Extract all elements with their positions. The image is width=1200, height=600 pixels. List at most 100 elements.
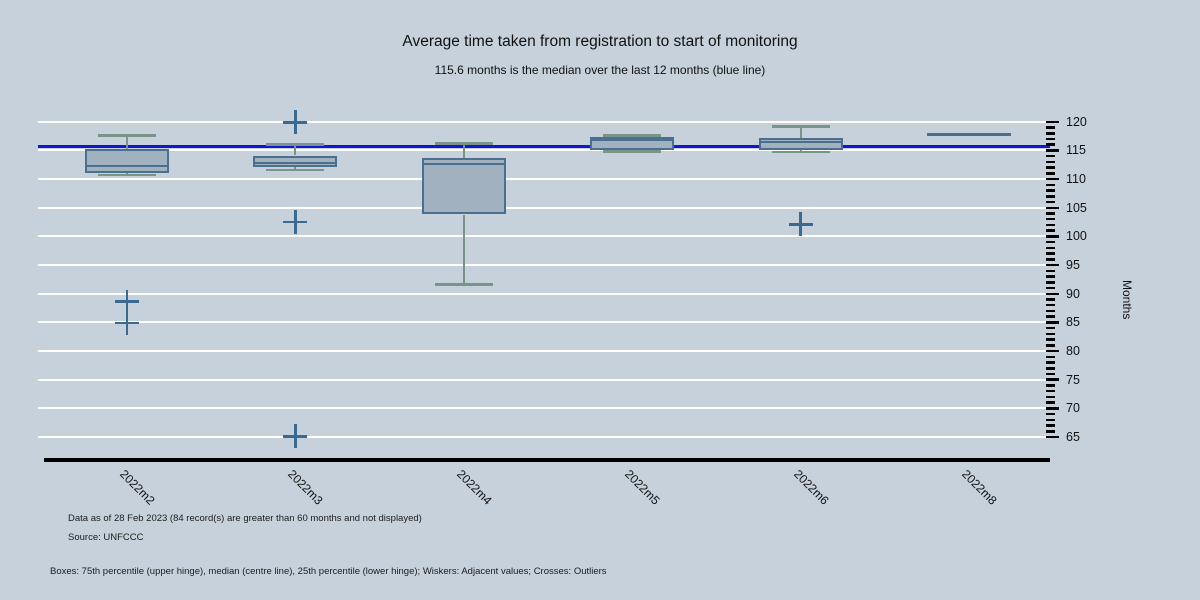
gridline-115: [38, 149, 1050, 152]
y-major-tick-75: [1046, 378, 1059, 381]
y-minor-tick-79: [1046, 355, 1055, 358]
y-minor-tick-71: [1046, 401, 1055, 404]
y-minor-tick-77: [1046, 367, 1055, 370]
y-minor-tick-112: [1046, 166, 1055, 169]
y-tick-label-115: 115: [1066, 143, 1086, 158]
y-minor-tick-107: [1046, 195, 1055, 198]
y-minor-tick-103: [1046, 217, 1055, 221]
y-major-tick-70: [1046, 407, 1059, 410]
upper-whisker-cap: [434, 142, 493, 145]
y-minor-tick-117: [1046, 137, 1055, 141]
y-tick-label-75: 75: [1066, 372, 1080, 387]
upper-whisker-cap: [771, 125, 830, 128]
box: [253, 155, 338, 167]
y-minor-tick-94: [1046, 269, 1055, 272]
y-minor-tick-109: [1046, 183, 1055, 187]
y-tick-label-90: 90: [1066, 286, 1080, 301]
y-minor-tick-73: [1046, 389, 1055, 393]
x-tick-label-2022m8: 2022m8: [959, 467, 1000, 508]
y-tick-label-100: 100: [1066, 229, 1087, 244]
y-tick-label-80: 80: [1066, 344, 1080, 358]
y-minor-tick-89: [1046, 298, 1055, 301]
outlier-cross-bar-v: [294, 110, 297, 135]
y-major-tick-90: [1046, 292, 1059, 295]
median-line: [255, 162, 336, 164]
outlier-cross-2022m3-1: [283, 210, 308, 234]
y-tick-label-70: 70: [1066, 401, 1080, 416]
y-tick-label-120: 120: [1066, 114, 1087, 129]
gridline-100: [38, 235, 1050, 238]
y-minor-tick-82: [1046, 338, 1055, 341]
lower-whisker-cap: [603, 150, 662, 153]
note-box-legend: Boxes: 75th percentile (upper hinge), me…: [50, 566, 607, 577]
note-data-as-of: Data as of 28 Feb 2023 (84 record(s) are…: [68, 513, 422, 524]
outlier-cross-bar-v: [125, 289, 129, 314]
y-major-tick-105: [1046, 206, 1059, 209]
y-minor-tick-88: [1046, 303, 1055, 307]
lower-whisker-cap: [771, 150, 830, 154]
median-reference-line: [38, 145, 1050, 149]
outlier-cross-2022m3-0: [283, 110, 308, 135]
y-minor-tick-99: [1046, 240, 1055, 244]
y-major-tick-120: [1046, 120, 1059, 123]
y-minor-tick-87: [1046, 309, 1055, 313]
box: [85, 149, 169, 173]
note-source: Source: UNFCCC: [68, 532, 144, 543]
y-major-tick-115: [1046, 149, 1059, 152]
median-line: [592, 139, 673, 141]
upper-whisker: [294, 144, 297, 156]
y-minor-tick-67: [1046, 424, 1055, 427]
gridline-110: [38, 178, 1050, 180]
x-tick-label-2022m6: 2022m6: [790, 467, 832, 508]
x-tick-label-2022m4: 2022m4: [453, 467, 495, 508]
y-minor-tick-102: [1046, 223, 1055, 227]
y-minor-tick-92: [1046, 281, 1055, 284]
y-tick-label-105: 105: [1066, 200, 1087, 215]
y-axis-title: Months: [1120, 280, 1134, 320]
y-minor-tick-104: [1046, 212, 1055, 215]
x-tick-label-2022m2: 2022m2: [117, 467, 158, 508]
y-tick-label-110: 110: [1066, 172, 1086, 186]
lower-whisker-cap: [266, 168, 325, 172]
y-minor-tick-114: [1046, 154, 1055, 158]
y-tick-label-65: 65: [1066, 430, 1080, 444]
box-degenerate: [927, 133, 1011, 137]
y-minor-tick-98: [1046, 246, 1055, 250]
lower-whisker: [462, 214, 465, 285]
lower-whisker-cap: [434, 283, 493, 286]
y-minor-tick-66: [1046, 430, 1055, 433]
y-minor-tick-119: [1046, 126, 1055, 129]
median-line: [87, 164, 167, 167]
y-major-tick-85: [1046, 321, 1059, 324]
outlier-cross-bar-v: [294, 424, 297, 449]
y-major-tick-65: [1046, 435, 1059, 439]
upper-whisker: [126, 135, 128, 150]
gridline-85: [38, 321, 1050, 324]
outlier-cross-2022m2-1: [115, 310, 139, 335]
y-minor-tick-116: [1046, 143, 1055, 146]
y-minor-tick-108: [1046, 189, 1055, 192]
y-minor-tick-76: [1046, 372, 1055, 376]
gridline-65: [38, 436, 1050, 438]
outlier-cross-2022m2-0: [115, 289, 139, 314]
chart-title: Average time taken from registration to …: [402, 33, 798, 50]
y-minor-tick-72: [1046, 395, 1055, 399]
gridline-105: [38, 206, 1050, 209]
y-major-tick-95: [1046, 263, 1059, 267]
y-major-tick-110: [1046, 177, 1059, 181]
outlier-cross-bar-v: [799, 212, 802, 237]
y-tick-label-95: 95: [1066, 258, 1080, 272]
outlier-cross-bar-v: [294, 210, 297, 234]
y-minor-tick-74: [1046, 384, 1055, 387]
gridline-95: [38, 264, 1050, 266]
lower-whisker-cap: [98, 173, 156, 177]
gridline-120: [38, 120, 1050, 123]
outlier-cross-2022m6-0: [788, 212, 813, 237]
y-minor-tick-101: [1046, 229, 1055, 232]
y-minor-tick-78: [1046, 361, 1055, 364]
gridline-90: [38, 292, 1050, 295]
y-major-tick-100: [1046, 235, 1059, 238]
y-minor-tick-93: [1046, 275, 1055, 278]
upper-whisker: [799, 126, 802, 138]
